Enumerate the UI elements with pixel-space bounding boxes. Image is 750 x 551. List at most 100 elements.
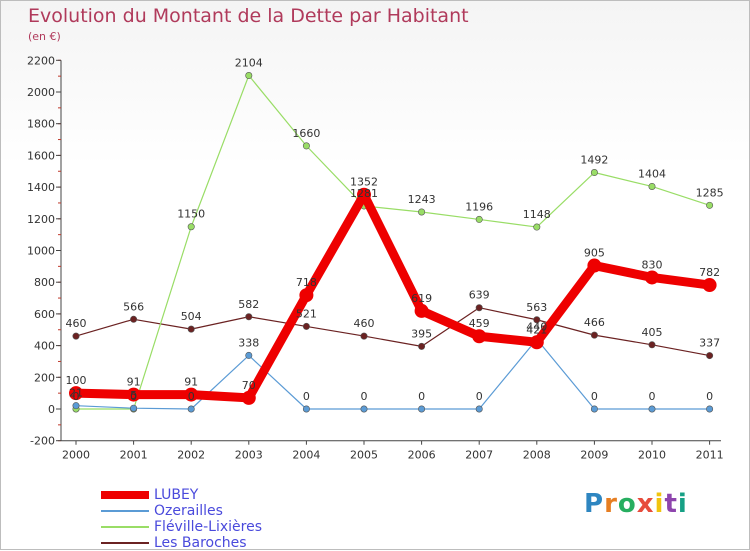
data-label: 718 bbox=[296, 276, 317, 289]
data-label: 21 bbox=[69, 387, 83, 400]
x-tick-label: 2004 bbox=[292, 449, 320, 462]
y-tick-label: 1800 bbox=[27, 118, 55, 131]
data-label: 1196 bbox=[465, 200, 493, 213]
x-tick-label: 2007 bbox=[465, 449, 493, 462]
logo-letter: i bbox=[677, 489, 688, 519]
data-label: 338 bbox=[238, 336, 259, 349]
legend-entry: Les Baroches bbox=[101, 535, 262, 551]
data-point bbox=[245, 72, 253, 80]
chart-subtitle: (en €) bbox=[28, 30, 61, 43]
data-point bbox=[648, 405, 656, 413]
data-label: 1150 bbox=[177, 208, 205, 221]
data-label: 0 bbox=[649, 390, 656, 403]
data-label: 91 bbox=[127, 376, 141, 389]
data-label: 1243 bbox=[408, 193, 436, 206]
data-point bbox=[706, 201, 714, 209]
y-tick-label: 800 bbox=[34, 276, 55, 289]
data-label: 421 bbox=[526, 323, 547, 336]
legend-label: LUBEY bbox=[154, 487, 199, 503]
data-label: 1404 bbox=[638, 167, 666, 180]
proxiti-logo: Proxiti bbox=[584, 489, 688, 519]
data-label: 0 bbox=[188, 390, 195, 403]
data-point bbox=[299, 288, 314, 303]
x-tick-label: 2009 bbox=[580, 449, 608, 462]
data-label: 91 bbox=[184, 376, 198, 389]
legend-label: Les Baroches bbox=[154, 535, 247, 551]
data-point bbox=[187, 223, 195, 231]
series-line-0 bbox=[71, 190, 715, 403]
data-label: 1492 bbox=[580, 154, 608, 167]
data-point bbox=[648, 182, 656, 190]
x-tick-label: 2006 bbox=[408, 449, 436, 462]
legend-entry: Fléville-Lixières bbox=[101, 519, 262, 535]
data-label: 1281 bbox=[350, 187, 378, 200]
data-label: 2104 bbox=[235, 57, 263, 70]
data-label: 0 bbox=[130, 390, 137, 403]
data-label: 460 bbox=[354, 317, 375, 330]
data-label: 830 bbox=[642, 258, 663, 271]
legend-entry: Ozerailles bbox=[101, 503, 262, 519]
data-point bbox=[69, 386, 83, 401]
y-tick-label: 2000 bbox=[27, 86, 55, 99]
data-point bbox=[360, 332, 368, 340]
y-tick-label: 0 bbox=[48, 403, 55, 416]
data-point bbox=[590, 169, 598, 177]
data-point bbox=[130, 404, 138, 412]
x-tick-label: 2010 bbox=[638, 449, 666, 462]
logo-letter: t bbox=[664, 489, 678, 519]
x-tick-label: 2003 bbox=[235, 449, 263, 462]
data-point bbox=[418, 208, 426, 216]
legend-swatch bbox=[101, 526, 149, 528]
data-label: 782 bbox=[699, 266, 720, 279]
x-tick-label: 2008 bbox=[523, 449, 551, 462]
data-point bbox=[302, 142, 310, 150]
data-point bbox=[187, 405, 195, 413]
data-point bbox=[472, 329, 487, 344]
logo-letter: o bbox=[617, 489, 637, 519]
chart-title: Evolution du Montant de la Dette par Hab… bbox=[28, 5, 469, 27]
legend-label: Ozerailles bbox=[154, 503, 223, 519]
logo-letter: P bbox=[584, 489, 605, 519]
x-tick-label: 2002 bbox=[177, 449, 205, 462]
data-point bbox=[533, 316, 541, 324]
data-label: 100 bbox=[66, 374, 87, 387]
data-label: 1352 bbox=[350, 176, 378, 189]
data-label: 5 bbox=[130, 389, 137, 402]
data-point bbox=[241, 390, 256, 405]
data-label: 0 bbox=[591, 390, 598, 403]
data-point bbox=[706, 352, 714, 360]
x-tick-label: 2005 bbox=[350, 449, 378, 462]
data-label: 619 bbox=[411, 292, 432, 305]
data-label: 440 bbox=[526, 320, 547, 333]
logo-letter: x bbox=[636, 489, 655, 519]
y-tick-label: 1000 bbox=[27, 245, 55, 258]
x-tick-label: 2011 bbox=[696, 449, 724, 462]
data-label: 0 bbox=[361, 390, 368, 403]
data-point bbox=[72, 402, 80, 410]
data-label: 337 bbox=[699, 337, 720, 350]
data-point bbox=[645, 270, 659, 285]
data-label: 405 bbox=[642, 326, 663, 339]
legend-swatch bbox=[101, 510, 149, 512]
data-point bbox=[302, 405, 310, 413]
data-point bbox=[414, 303, 429, 318]
data-label: 0 bbox=[418, 390, 425, 403]
data-label: 0 bbox=[476, 390, 483, 403]
y-tick-label: 200 bbox=[34, 371, 55, 384]
y-tick-label: 2200 bbox=[27, 54, 55, 67]
data-label: 460 bbox=[66, 317, 87, 330]
data-label: 70 bbox=[242, 379, 256, 392]
data-point bbox=[72, 332, 80, 340]
data-point bbox=[302, 322, 310, 330]
data-point bbox=[475, 304, 483, 312]
data-point bbox=[706, 405, 714, 413]
x-tick-label: 2000 bbox=[62, 449, 90, 462]
data-point bbox=[245, 313, 253, 321]
data-label: 0 bbox=[706, 390, 713, 403]
data-label: 1285 bbox=[696, 186, 724, 199]
legend-swatch bbox=[101, 491, 149, 499]
data-point bbox=[529, 335, 544, 350]
data-label: 582 bbox=[238, 298, 259, 311]
legend-entry: LUBEY bbox=[101, 487, 262, 503]
data-point bbox=[475, 215, 483, 223]
